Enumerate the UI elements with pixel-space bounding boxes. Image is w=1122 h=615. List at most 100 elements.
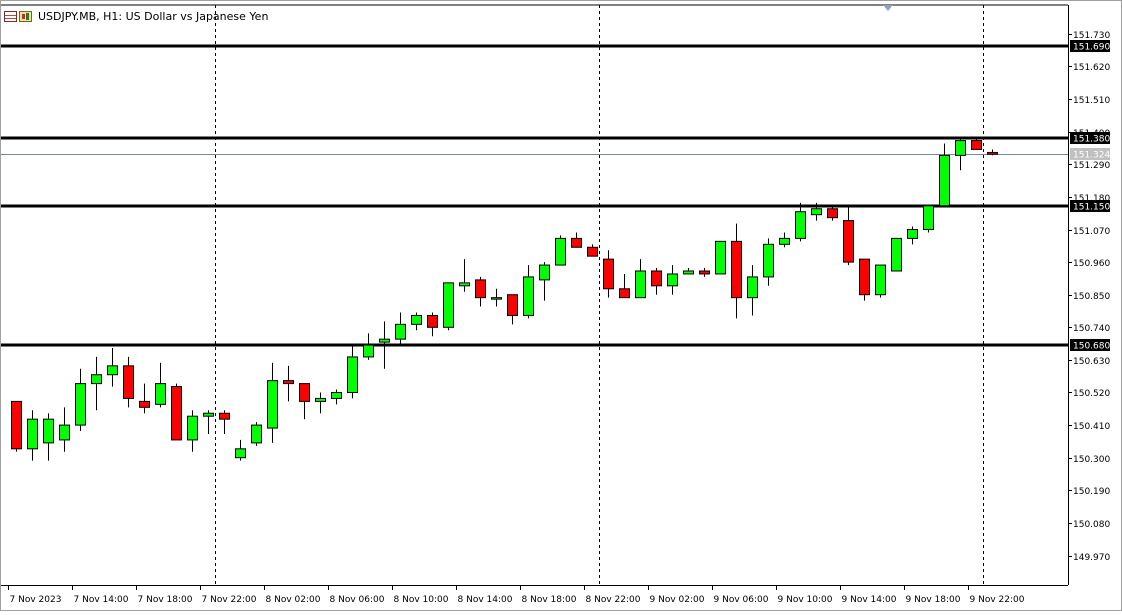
shift-marker-icon[interactable] (883, 5, 893, 11)
hline-price-label: 150.680 (1073, 342, 1110, 352)
candle[interactable] (91, 356, 102, 411)
time-tick-label: 8 Nov 10:00 (394, 595, 449, 605)
bear-candle-body (843, 220, 854, 263)
candle[interactable] (507, 294, 518, 325)
candle[interactable] (763, 238, 774, 286)
candle[interactable] (843, 205, 854, 266)
bear-candle-body (571, 237, 582, 248)
bull-candle-body (891, 237, 902, 272)
candle[interactable] (667, 265, 678, 295)
bear-candle-body (219, 412, 230, 420)
candle[interactable] (635, 259, 646, 299)
candle[interactable] (299, 383, 310, 420)
candle[interactable] (619, 273, 630, 299)
candle[interactable] (907, 226, 918, 245)
candle[interactable] (123, 356, 134, 408)
candle[interactable] (427, 312, 438, 337)
bear-candle-body (619, 288, 630, 299)
candle[interactable] (59, 407, 70, 452)
candle[interactable] (443, 282, 454, 331)
time-tick-label: 7 Nov 22:00 (202, 595, 257, 605)
candle[interactable] (971, 137, 982, 150)
candle[interactable] (283, 365, 294, 402)
candle[interactable] (395, 312, 406, 346)
candle[interactable] (939, 143, 950, 207)
price-tick-label: 151.620 (1073, 63, 1110, 73)
bear-candle-body (283, 380, 294, 385)
bull-candle-body (43, 418, 54, 444)
candle[interactable] (75, 368, 86, 432)
candle[interactable] (715, 240, 726, 275)
candle[interactable] (27, 410, 38, 461)
candle[interactable] (571, 232, 582, 248)
candle[interactable] (539, 262, 550, 301)
candle[interactable] (827, 205, 838, 221)
bull-candle-body (59, 424, 70, 441)
candle[interactable] (811, 202, 822, 221)
candle[interactable] (859, 258, 870, 301)
bull-candle-body (203, 412, 214, 417)
bear-candle-body (651, 270, 662, 287)
candle[interactable] (11, 400, 22, 452)
candle[interactable] (603, 250, 614, 298)
bear-candle-body (699, 270, 710, 275)
bid-price-label-bg (1070, 148, 1110, 160)
price-tick-label: 150.960 (1073, 259, 1110, 269)
candle[interactable] (331, 389, 342, 405)
bull-candle-body (267, 380, 278, 429)
candle[interactable] (651, 268, 662, 295)
candle[interactable] (779, 232, 790, 248)
bull-candle-body (539, 264, 550, 281)
bull-candle-body (75, 383, 86, 426)
candle[interactable] (363, 333, 374, 360)
candle[interactable] (523, 265, 534, 319)
candle[interactable] (955, 137, 966, 171)
time-tick-label: 7 Nov 14:00 (74, 595, 129, 605)
candle[interactable] (235, 439, 246, 461)
candle[interactable] (203, 410, 214, 434)
candle[interactable] (171, 383, 182, 441)
candle[interactable] (411, 312, 422, 331)
candle[interactable] (587, 244, 598, 257)
candle[interactable] (347, 345, 358, 399)
candle[interactable] (987, 149, 998, 156)
bull-candle-body (395, 323, 406, 340)
bear-candle-body (971, 140, 982, 150)
candle[interactable] (875, 264, 886, 298)
price-tick-label: 149.970 (1073, 553, 1110, 563)
candle[interactable] (923, 205, 934, 233)
candle[interactable] (43, 413, 54, 461)
candle[interactable] (267, 362, 278, 443)
candle[interactable] (379, 321, 390, 369)
candle[interactable] (139, 383, 150, 414)
candle[interactable] (219, 410, 230, 434)
bull-candle-body (811, 208, 822, 216)
candle[interactable] (251, 422, 262, 446)
candle[interactable] (315, 392, 326, 414)
candle[interactable] (683, 268, 694, 275)
price-tick-label: 150.190 (1073, 487, 1110, 497)
bull-candle-body (315, 397, 326, 402)
candle[interactable] (555, 235, 566, 266)
bull-candle-body (523, 276, 534, 316)
candlestick-chart-icon[interactable] (19, 10, 32, 22)
chart-window-icon[interactable] (4, 10, 17, 22)
candle[interactable] (155, 362, 166, 408)
bull-candle-body (331, 392, 342, 399)
bull-candle-body (347, 356, 358, 394)
candle[interactable] (475, 276, 486, 307)
bull-candle-body (667, 273, 678, 287)
candle[interactable] (891, 237, 902, 272)
candle[interactable] (491, 288, 502, 307)
candle[interactable] (107, 348, 118, 387)
candle[interactable] (795, 202, 806, 242)
candle[interactable] (459, 259, 470, 292)
candle[interactable] (731, 223, 742, 319)
candle[interactable] (747, 265, 758, 316)
time-tick-label: 9 Nov 10:00 (778, 595, 833, 605)
hline-price-label-bg (1070, 200, 1110, 212)
candle[interactable] (187, 410, 198, 452)
candle[interactable] (699, 268, 710, 277)
